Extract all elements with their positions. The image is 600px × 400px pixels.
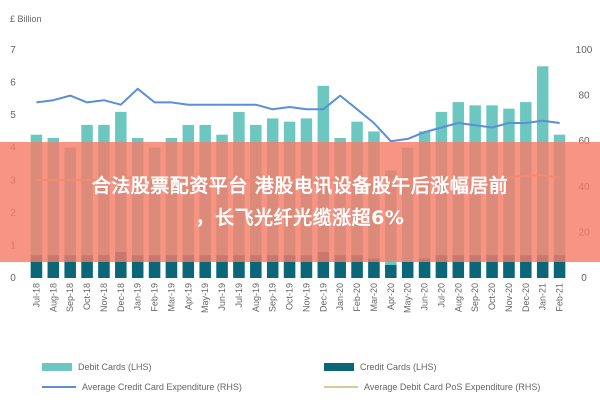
credit-card-bar — [165, 255, 178, 278]
credit-card-bar — [536, 255, 549, 278]
legend-swatch-avg-credit-expenditure — [42, 386, 76, 388]
credit-card-bar — [401, 261, 414, 278]
credit-card-bar — [182, 255, 195, 278]
x-axis-tick-label: Dec-20 — [521, 283, 531, 312]
credit-card-bar — [418, 258, 431, 278]
credit-card-bar — [115, 251, 127, 278]
headline-line-2: ，长飞光纤光缆涨超6% — [195, 207, 405, 229]
credit-card-bar — [368, 258, 380, 278]
left-axis-tick-label: 5 — [10, 110, 16, 121]
x-axis-tick-label: Aug-18 — [48, 283, 58, 312]
left-axis-tick-label: 0 — [10, 273, 16, 284]
credit-card-bar — [486, 255, 498, 278]
x-axis-tick-label: Nov-19 — [301, 283, 311, 312]
right-axis-tick-label: 80 — [578, 91, 590, 102]
right-axis-tick-label: 0 — [581, 273, 587, 284]
x-axis-tick-label: Dec-19 — [318, 283, 328, 312]
x-axis-tick-label: Dec-18 — [116, 283, 126, 312]
x-axis-tick-label: Aug-20 — [453, 283, 463, 312]
credit-card-bar — [199, 255, 211, 278]
credit-card-bar — [64, 255, 76, 278]
credit-card-bar — [47, 255, 60, 278]
credit-card-bar — [452, 255, 465, 278]
credit-card-bar — [385, 264, 397, 278]
legend-swatch-avg-debit-pos-expenditure — [324, 386, 358, 388]
x-axis-tick-label: Mar-20 — [369, 283, 379, 312]
legend-label-avg-debit-pos-expenditure: Average Debit Card PoS Expenditure (RHS) — [364, 382, 541, 392]
credit-card-bar — [553, 255, 566, 278]
credit-card-bar — [266, 255, 279, 278]
x-axis-tick-label: Oct-19 — [285, 283, 295, 310]
headline-line-1: 合法股票配资平台 港股电讯设备股午后涨幅居前 — [91, 175, 509, 197]
left-axis-tick-label: 7 — [10, 45, 16, 56]
credit-card-bar — [435, 255, 448, 278]
x-axis-tick-label: Jan-21 — [538, 283, 548, 311]
x-axis-tick-label: Aug-19 — [251, 283, 261, 312]
x-axis-ticks: Jul-18 Aug-18 Sep-18 Oct-18 Nov-18 Dec-18 Jan-… — [31, 283, 564, 313]
right-axis-tick-label: 100 — [576, 45, 593, 56]
legend-label-credit-cards: Credit Cards (LHS) — [360, 362, 437, 372]
x-axis-tick-label: May-20 — [403, 283, 413, 313]
x-axis-tick-label: Mar-19 — [166, 283, 176, 312]
legend-item-credit-cards: Credit Cards (LHS) — [324, 362, 437, 372]
x-axis-tick-label: Nov-20 — [504, 283, 514, 312]
legend-label-debit-cards: Debit Cards (LHS) — [78, 362, 152, 372]
x-axis-tick-label: Sep-18 — [65, 283, 75, 312]
legend: Debit Cards (LHS) Credit Cards (LHS) Ave… — [0, 355, 600, 400]
x-axis-tick-label: Jul-20 — [436, 283, 446, 308]
legend-swatch-debit-cards — [42, 363, 72, 371]
credit-card-bar — [469, 255, 481, 278]
x-axis-tick-label: Jun-19 — [217, 283, 227, 311]
x-axis-tick-label: Sep-20 — [470, 283, 480, 312]
avg-credit-expenditure-line — [36, 87, 560, 143]
legend-item-debit-cards: Debit Cards (LHS) — [42, 362, 152, 372]
credit-card-bar — [98, 255, 110, 278]
legend-item-avg-credit-expenditure: Average Credit Card Expenditure (RHS) — [42, 382, 242, 392]
x-axis-tick-label: Feb-19 — [150, 283, 160, 312]
credit-card-bar — [283, 255, 296, 278]
credit-card-bar — [30, 255, 43, 278]
x-axis-tick-label: Jan-20 — [335, 283, 345, 311]
credit-card-bar — [503, 255, 515, 278]
x-axis-tick-label: Apr-19 — [183, 283, 193, 310]
x-axis-tick-label: Jun-20 — [420, 283, 430, 311]
x-axis-tick-label: Sep-19 — [268, 283, 278, 312]
credit-card-bar — [233, 255, 245, 278]
x-axis-tick-label: Oct-18 — [82, 283, 92, 310]
legend-item-avg-debit-pos-expenditure: Average Debit Card PoS Expenditure (RHS) — [324, 382, 540, 392]
credit-card-bar — [148, 255, 161, 278]
legend-swatch-credit-cards — [324, 363, 354, 371]
x-axis-tick-label: Nov-18 — [99, 283, 109, 312]
x-axis-tick-label: May-19 — [200, 283, 210, 313]
credit-card-bar — [250, 255, 262, 278]
credit-card-bar — [351, 255, 363, 278]
x-axis-tick-label: Feb-21 — [555, 283, 565, 312]
credit-card-bar — [334, 255, 346, 278]
credit-card-bar — [300, 255, 313, 278]
left-axis-tick-label: 6 — [10, 78, 16, 89]
legend-label-avg-credit-expenditure: Average Credit Card Expenditure (RHS) — [82, 382, 242, 392]
credit-card-bar — [81, 255, 93, 278]
credit-card-bar — [216, 255, 228, 278]
credit-card-bar — [131, 255, 144, 278]
y-axis-unit-label: £ Billion — [10, 14, 42, 24]
x-axis-tick-label: Feb-20 — [352, 283, 362, 312]
x-axis-tick-label: Jul-18 — [31, 283, 41, 308]
credit-card-bar — [317, 251, 330, 278]
credit-card-bar — [520, 255, 532, 278]
x-axis-tick-label: Oct-20 — [487, 283, 497, 310]
x-axis-tick-label: Jul-19 — [234, 283, 244, 308]
right-axis-tick-label: 60 — [578, 136, 590, 147]
headline-banner: 合法股票配资平台 港股电讯设备股午后涨幅居前 ，长飞光纤光缆涨超6% — [0, 142, 600, 262]
x-axis-tick-label: Jan-19 — [133, 283, 143, 311]
x-axis-tick-label: Apr-20 — [386, 283, 396, 310]
